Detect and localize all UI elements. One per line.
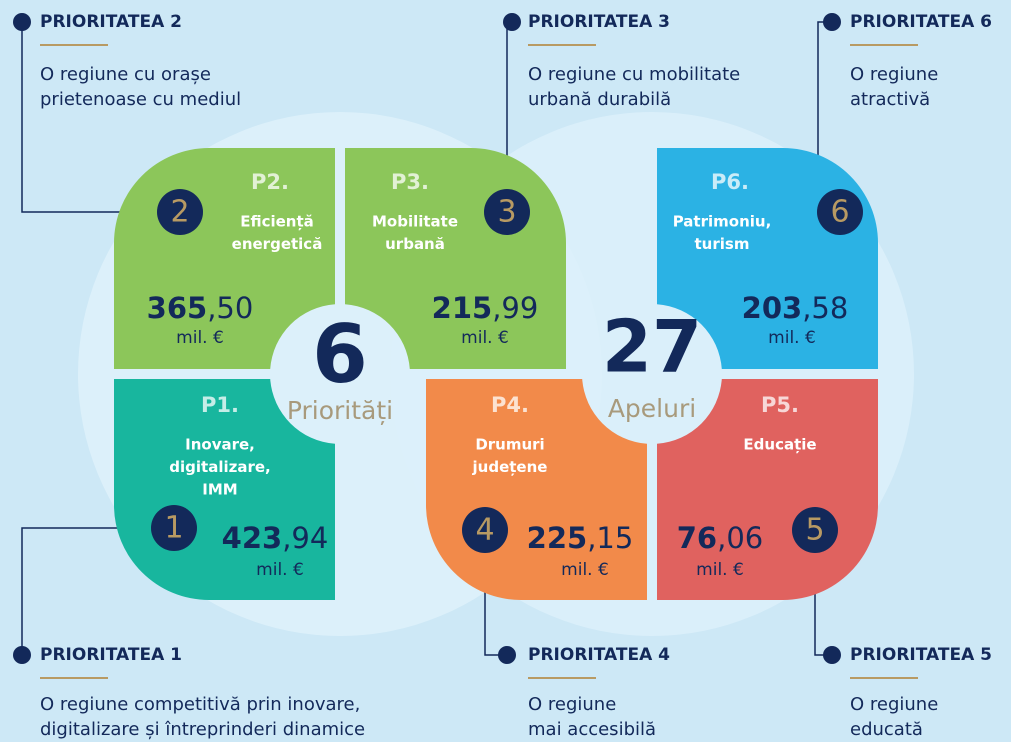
segment-unit: mil. € [696, 560, 744, 580]
priority-description: atractivă [850, 89, 930, 110]
amount-integer: 225 [527, 521, 588, 555]
priority-description: urbană durabilă [528, 89, 671, 110]
center-value: 27 [602, 305, 702, 389]
segment-unit: mil. € [256, 560, 304, 580]
segment-label: urbană [385, 235, 445, 253]
segment-code: P1. [201, 393, 239, 417]
priority-header: PRIORITATEA 6 [850, 12, 992, 32]
segment-amount: 76,06 [677, 521, 763, 555]
amount-decimals: ,99 [492, 291, 538, 325]
amount-integer: 365 [147, 291, 208, 325]
number-badge [817, 189, 863, 235]
segment-label: Patrimoniu, [673, 213, 772, 231]
number-badge [462, 507, 508, 553]
priority-description: mai accesibilă [528, 719, 656, 740]
segment-unit: mil. € [461, 328, 509, 348]
amount-decimals: ,06 [717, 521, 763, 555]
priority-description: prietenoase cu mediul [40, 89, 241, 110]
badge-number: 5 [805, 513, 824, 548]
amount-decimals: ,58 [802, 291, 848, 325]
header-dot [823, 646, 841, 664]
number-badge [484, 189, 530, 235]
badge-number: 1 [164, 511, 183, 546]
amount-decimals: ,50 [207, 291, 253, 325]
segment-unit: mil. € [561, 560, 609, 580]
priority-header: PRIORITATEA 3 [528, 12, 670, 32]
segment-code: P5. [761, 393, 799, 417]
badge-number: 4 [475, 513, 494, 548]
badge-number: 3 [497, 195, 516, 230]
header-dot [13, 13, 31, 31]
number-badge [157, 189, 203, 235]
priority-description: O regiune [850, 694, 938, 715]
segment-label: IMM [202, 481, 237, 499]
amount-integer: 215 [432, 291, 493, 325]
segment-label: Educație [743, 436, 816, 454]
header-dot [823, 13, 841, 31]
amount-integer: 76 [677, 521, 717, 555]
priority-description: educată [850, 719, 923, 740]
segment-code: P3. [391, 170, 429, 194]
header-dot [13, 646, 31, 664]
segment-label: județene [472, 458, 548, 476]
segment-amount: 423,94 [222, 521, 329, 555]
segment-unit: mil. € [176, 328, 224, 348]
priority-header: PRIORITATEA 5 [850, 645, 992, 665]
amount-decimals: ,15 [587, 521, 633, 555]
segment-unit: mil. € [768, 328, 816, 348]
header-dot [503, 13, 521, 31]
priority-description: O regiune [850, 64, 938, 85]
center-label: Priorități [287, 396, 393, 425]
badge-number: 6 [830, 195, 849, 230]
segment-label: energetică [232, 235, 323, 253]
priority-header: PRIORITATEA 1 [40, 645, 182, 665]
priority-description: O regiune [528, 694, 616, 715]
segment-label: Inovare, [185, 436, 255, 454]
center-value: 6 [312, 308, 368, 401]
segment-code: P2. [251, 170, 289, 194]
segment-code: P4. [491, 393, 529, 417]
center-label: Apeluri [608, 394, 696, 423]
priority-description: O regiune cu orașe [40, 64, 211, 85]
segment-amount: 215,99 [432, 291, 539, 325]
priority-description: O regiune cu mobilitate [528, 64, 740, 85]
segment-label: Eficiență [240, 213, 314, 231]
badge-number: 2 [170, 195, 189, 230]
segment-amount: 225,15 [527, 521, 634, 555]
header-dot [498, 646, 516, 664]
segment-code: P6. [711, 170, 749, 194]
number-badge [792, 507, 838, 553]
segment-amount: 203,58 [742, 291, 849, 325]
priority-description: digitalizare și întreprinderi dinamice [40, 719, 365, 740]
number-badge [151, 505, 197, 551]
priority-header: PRIORITATEA 4 [528, 645, 670, 665]
priority-description: O regiune competitivă prin inovare, [40, 694, 360, 715]
amount-integer: 203 [742, 291, 803, 325]
segment-label: turism [695, 235, 750, 253]
segment-amount: 365,50 [147, 291, 254, 325]
segment-label: Mobilitate [372, 213, 458, 231]
amount-integer: 423 [222, 521, 283, 555]
amount-decimals: ,94 [282, 521, 328, 555]
segment-label: Drumuri [475, 436, 544, 454]
segment-label: digitalizare, [169, 458, 270, 476]
priority-header: PRIORITATEA 2 [40, 12, 182, 32]
